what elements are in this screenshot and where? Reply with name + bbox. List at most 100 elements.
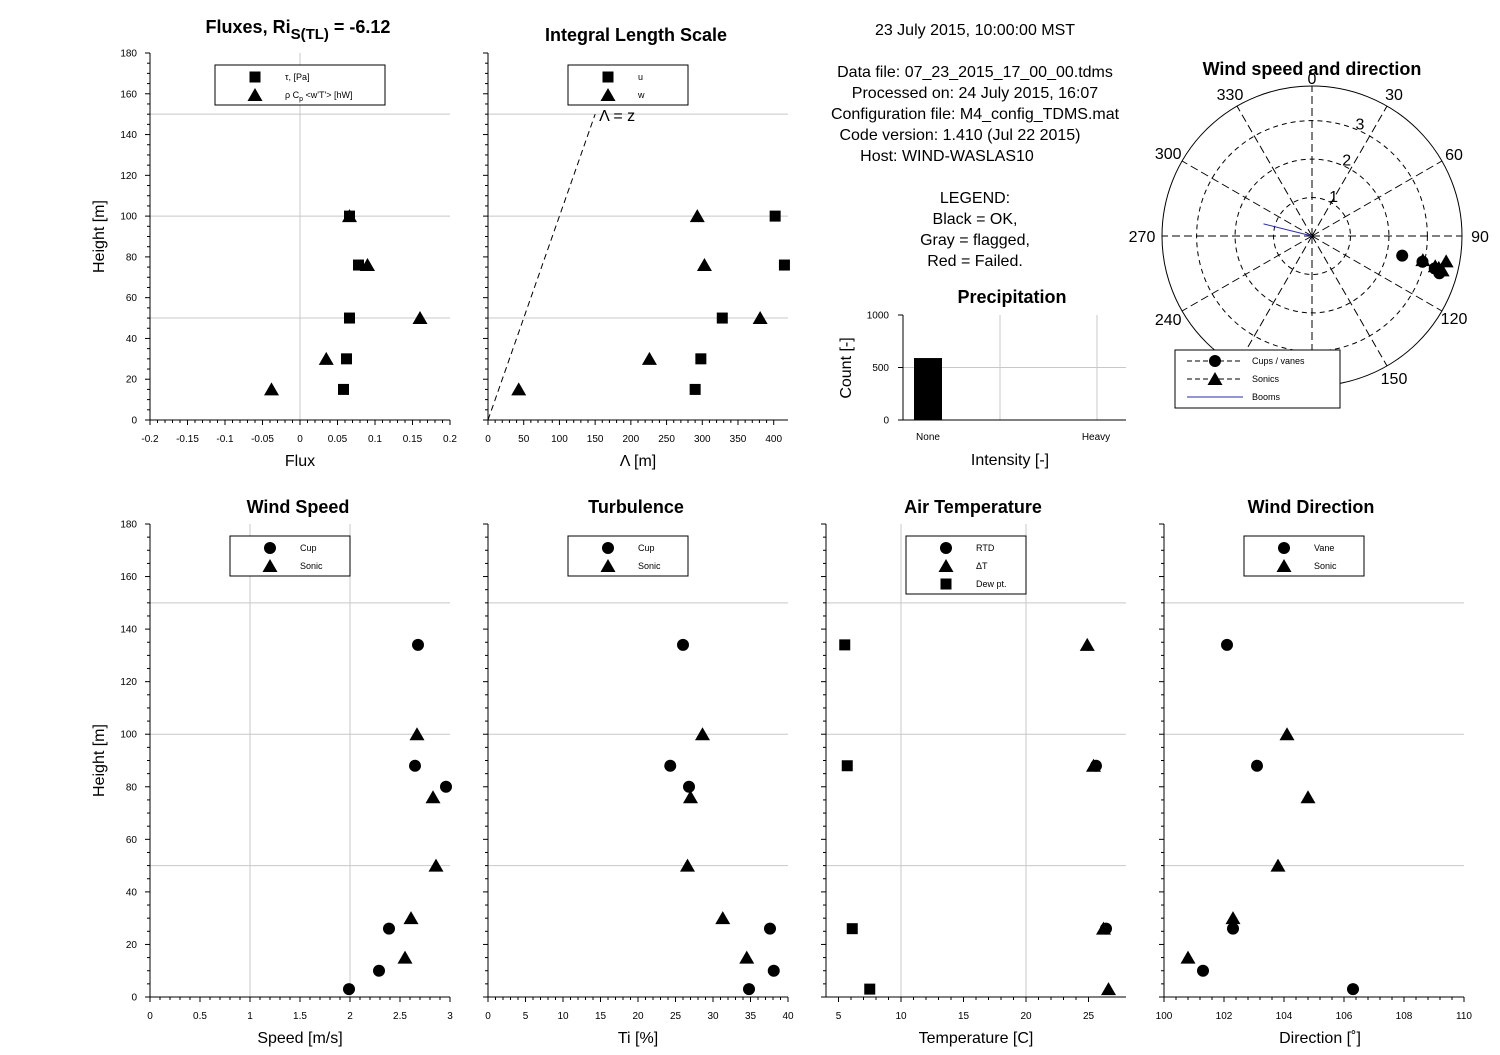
y-tick-label: 60: [126, 293, 138, 304]
x-tick-label: 250: [658, 434, 675, 445]
data-point-circle: [677, 638, 689, 651]
legend-marker: [247, 88, 263, 101]
data-point-square: [769, 210, 781, 222]
legend-label-sub: p: [299, 96, 303, 103]
x-tick-label: 0.1: [368, 434, 382, 445]
x-tick-label: 20: [1020, 1011, 1032, 1022]
polar-ring-label: 2: [1342, 153, 1351, 170]
data-point-triangle: [1279, 727, 1295, 741]
chart-length-scale: 0 50 100 150 200 250 300 350 400 Integral Length …: [483, 25, 790, 470]
x-tick-label: 15: [595, 1011, 607, 1022]
data-point-triangle: [428, 858, 444, 872]
legend-marker: [264, 542, 276, 554]
polar-spoke: [1236, 235, 1313, 367]
data-point-triangle: [318, 351, 334, 365]
legend-marker: [940, 578, 952, 590]
legend-marker: [1278, 542, 1290, 554]
x-tick-label: 30: [707, 1011, 719, 1022]
chart-wind-rose: 1230306090120150180240270300330Wind spee…: [1129, 59, 1489, 410]
x-tick-label: 25: [670, 1011, 682, 1022]
data-point-circle: [1227, 922, 1239, 935]
legend-marker: [602, 542, 614, 554]
y-tick-label: 0: [131, 416, 137, 427]
x-tick-label: 102: [1216, 1011, 1233, 1022]
x-tick-label: None: [916, 432, 940, 443]
x-tick-label: -0.15: [176, 434, 199, 445]
x-tick-label: 0: [485, 434, 491, 445]
data-point-square: [839, 639, 851, 651]
polar-angle-label: 0: [1308, 71, 1317, 88]
x-axis-label: Flux: [285, 453, 315, 470]
legend-label: Sonics: [1252, 374, 1280, 384]
data-point-circle: [664, 759, 677, 772]
x-tick-label: -0.05: [251, 434, 274, 445]
data-point-triangle: [425, 790, 441, 804]
x-tick-label: 108: [1396, 1011, 1413, 1022]
polar-ring-label: 1: [1329, 189, 1338, 206]
info-line-data-file: Data file: 07_23_2015_17_00_00.tdms: [837, 64, 1113, 81]
data-point-square: [344, 312, 355, 324]
x-tick-label: -0.1: [216, 434, 234, 445]
x-tick-label: 2: [347, 1011, 353, 1022]
y-tick-label: 180: [120, 520, 137, 531]
data-point-circle: [440, 780, 452, 793]
y-tick-label: 100: [120, 212, 137, 223]
data-point-circle: [1197, 964, 1209, 977]
x-tick-label: 0.05: [328, 434, 348, 445]
legend-box: [1174, 349, 1341, 409]
title-suffix: = -6.12: [329, 17, 391, 37]
polar-ring-label: 3: [1355, 117, 1364, 134]
data-point-triangle: [360, 258, 375, 272]
legend-marker: [249, 71, 261, 83]
chart-title: Turbulence: [588, 497, 684, 517]
chart-turbulence: 0 5 10 15 20 25 30 35 40 Turbulence Ti [%] Cup Sonic: [483, 497, 794, 1047]
data-point-triangle: [1300, 790, 1316, 804]
x-tick-label: 0.2: [443, 434, 457, 445]
polar-point-triangle: [1434, 263, 1450, 277]
chart-air-temperature: 5 10 15 20 25 Air Temperature Temperature [C] R…: [821, 497, 1126, 1047]
polar-spoke: [1311, 235, 1443, 312]
data-point-square: [338, 383, 349, 395]
data-point-square: [353, 259, 364, 271]
x-tick-label: 2.5: [393, 1011, 407, 1022]
x-axis-label: Λ [m]: [620, 453, 656, 470]
y-tick-label: 100: [120, 730, 137, 741]
data-point-triangle: [752, 311, 768, 325]
legend-box: [567, 64, 689, 106]
chart-title: Precipitation: [957, 287, 1066, 307]
reference-line-label: Λ = z: [599, 108, 635, 125]
polar-spoke: [1181, 235, 1313, 312]
x-tick-label: 5: [523, 1011, 529, 1022]
x-tick-label: 100: [551, 434, 568, 445]
data-point-triangle: [1079, 637, 1095, 651]
x-tick-label: 1.5: [293, 1011, 307, 1022]
data-point-circle: [743, 983, 755, 996]
y-tick-label: 80: [126, 782, 138, 793]
x-tick-label: 10: [895, 1011, 907, 1022]
legend-marker: [600, 559, 616, 572]
legend-label-tail: <w'T'> [hW]: [303, 90, 352, 100]
chart-fluxes: 0 20 40 60 80 100 120 140 160 180 -0.2 -0.15 -0.1 -0.…: [91, 17, 457, 470]
legend-label: Sonic: [638, 561, 661, 571]
chart-title: Integral Length Scale: [545, 25, 727, 45]
legend-label: Cup: [638, 543, 655, 553]
legend-label: Cup: [300, 543, 317, 553]
data-point-triangle: [715, 911, 731, 925]
polar-spoke: [1311, 235, 1388, 367]
y-axis-label: Height [m]: [91, 724, 108, 797]
polar-spoke: [1311, 160, 1443, 237]
data-point-square: [846, 923, 858, 935]
data-point-triangle: [403, 911, 419, 925]
x-tick-label: 0: [297, 434, 303, 445]
polar-angle-label: 30: [1385, 87, 1403, 104]
polar-point-triangle: [1415, 253, 1431, 267]
x-axis-label: Direction [˚]: [1279, 1030, 1361, 1047]
polar-point-triangle: [1438, 254, 1454, 268]
legend-marker: [1209, 355, 1221, 367]
polar-spoke: [1311, 105, 1388, 237]
x-tick-label: 0: [485, 1011, 491, 1022]
polar-angle-label: 330: [1217, 87, 1244, 104]
